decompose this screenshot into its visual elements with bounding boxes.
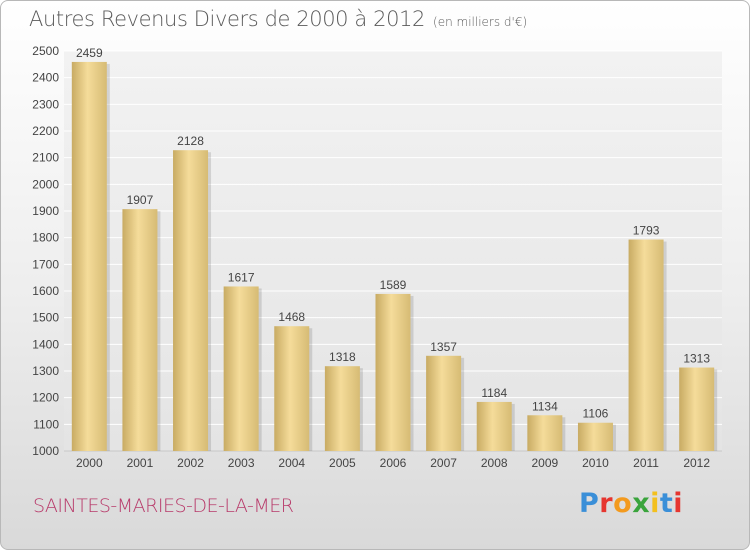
x-tick-label: 2004 (278, 456, 305, 470)
chart-title: Autres Revenus Divers de 2000 à 2012 (en … (29, 7, 527, 31)
bar-2010 (577, 422, 613, 451)
bar-value-label: 1357 (430, 340, 457, 354)
y-tick-label: 1000 (32, 444, 59, 458)
y-tick-label: 1700 (32, 257, 59, 271)
bar-value-label: 1106 (583, 407, 609, 421)
logo-letter: P (579, 488, 600, 519)
y-tick-label: 2200 (32, 124, 59, 138)
x-tick-label: 2006 (380, 456, 407, 470)
bar-2005 (324, 366, 360, 451)
bar-2007 (426, 355, 462, 451)
bar-value-label: 1617 (228, 270, 255, 284)
y-tick-label: 1500 (32, 311, 59, 325)
bar-2003 (223, 286, 259, 451)
bar-2001 (122, 209, 158, 451)
x-tick-label: 2001 (127, 456, 154, 470)
x-tick-label: 2008 (481, 456, 508, 470)
bar-value-label: 1907 (127, 193, 154, 207)
x-tick-label: 2002 (177, 456, 204, 470)
x-tick-label: 2011 (633, 456, 659, 470)
y-tick-label: 1100 (33, 417, 59, 431)
logo-letter: i (673, 488, 684, 519)
bar-value-label: 1184 (481, 386, 507, 400)
commune-name: SAINTES-MARIES-DE-LA-MER (33, 495, 294, 517)
x-tick-label: 2005 (329, 456, 356, 470)
logo-letter: o (613, 488, 633, 519)
y-tick-label: 2300 (32, 97, 59, 111)
bar-2006 (375, 293, 411, 451)
bar-value-label: 1313 (683, 352, 710, 366)
bar-value-label: 1589 (380, 278, 407, 292)
bar-value-label: 1134 (532, 399, 558, 413)
y-tick-label: 1300 (32, 364, 59, 378)
bar-value-label: 1318 (329, 350, 356, 364)
y-tick-label: 2000 (32, 177, 59, 191)
bar-2009 (527, 415, 563, 451)
bar-2004 (274, 326, 310, 451)
x-axis: 2000 2001 2002 2003 2004 2005 2006 2007 2008 2009… (76, 456, 710, 470)
bar-2000 (71, 61, 107, 451)
bar-2008 (476, 401, 512, 451)
bar-value-label: 2128 (177, 134, 204, 148)
y-tick-label: 2500 (32, 44, 59, 58)
y-tick-label: 2100 (32, 151, 59, 165)
logo-letter: x (632, 488, 651, 519)
y-tick-label: 2400 (32, 71, 59, 85)
logo-letter: r (599, 488, 614, 519)
y-tick-label: 1900 (32, 204, 59, 218)
bar-2011 (628, 239, 664, 451)
bar-2012 (679, 367, 715, 451)
bar-value-label: 1793 (633, 224, 660, 238)
chart-subtitle: (en milliers d'€) (433, 15, 528, 29)
y-tick-label: 1600 (32, 284, 59, 298)
logo-letter: t (659, 488, 674, 519)
bar-value-label: 1468 (278, 310, 305, 324)
x-tick-label: 2009 (531, 456, 558, 470)
y-tick-label: 1200 (32, 391, 59, 405)
x-tick-label: 2010 (582, 456, 609, 470)
proxiti-logo: Proxiti (579, 488, 683, 519)
bars: 2459 1907 2128 1617 1468 1318 1589 1357 1184 1134… (71, 46, 718, 451)
y-tick-label: 1800 (32, 231, 59, 245)
logo-letter: i (650, 488, 660, 519)
x-tick-label: 2012 (683, 456, 710, 470)
x-tick-label: 2003 (228, 456, 255, 470)
chart-title-text: Autres Revenus Divers de 2000 à 2012 (29, 7, 426, 31)
bar-2002 (173, 150, 209, 451)
bar-value-label: 2459 (76, 46, 103, 60)
y-tick-label: 1400 (32, 337, 59, 351)
x-tick-label: 2007 (430, 456, 457, 470)
x-tick-label: 2000 (76, 456, 103, 470)
